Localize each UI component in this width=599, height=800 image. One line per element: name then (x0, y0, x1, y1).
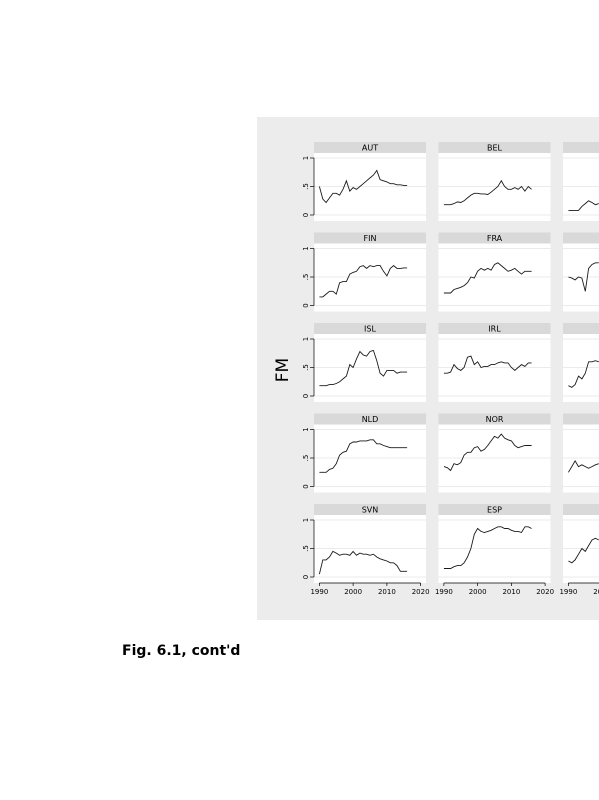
panel-plot-area (314, 424, 426, 493)
panel-title: NLD (362, 415, 379, 424)
panel-plot-area (438, 243, 551, 312)
panel-plot-area (314, 515, 426, 583)
y-tick-label: 1 (302, 156, 310, 160)
data-line (319, 349, 408, 387)
panel-title: SVN (362, 506, 379, 515)
y-tick-label: .5 (302, 545, 310, 552)
panel-header (314, 413, 426, 425)
axis-title: FM (273, 358, 293, 382)
panel-header (314, 142, 426, 153)
panel-plot-area (563, 424, 599, 493)
x-tick-label: 2010 (378, 588, 396, 596)
y-tick-label: 0 (302, 575, 310, 579)
x-tick-label: 2020 (536, 588, 554, 596)
y-tick-label: 0 (302, 213, 310, 217)
panel-title: ESP (487, 506, 502, 515)
x-tick-label: 1990 (559, 588, 577, 596)
y-tick-label: .5 (302, 274, 310, 281)
x-tick-label: 2000 (469, 588, 487, 596)
y-tick-label: 0 (302, 303, 310, 307)
x-tick-label: 1990 (310, 588, 328, 596)
panel-header (314, 323, 426, 334)
panel-header (563, 142, 599, 153)
x-tick-label: 2020 (412, 588, 430, 596)
panel-plot-area (563, 334, 599, 402)
panel-plot-area (563, 515, 599, 583)
data-line (318, 169, 408, 204)
panel-plot-area (314, 334, 426, 402)
data-line (568, 537, 599, 564)
panel-header (563, 413, 599, 425)
data-line (568, 200, 599, 211)
panel-plot-area (438, 515, 551, 583)
panel-header (563, 232, 599, 244)
panel-title: NOR (486, 415, 504, 424)
panel-plot-area (438, 153, 551, 221)
panel-plot-area (314, 243, 426, 312)
y-tick-label: 0 (302, 394, 310, 398)
y-tick-label: 0 (302, 484, 310, 488)
panel-header (314, 504, 426, 515)
data-line (443, 526, 532, 569)
data-line (443, 355, 532, 374)
x-tick-label: 1990 (435, 588, 453, 596)
panel-header (438, 232, 551, 244)
panel-title: FIN (364, 234, 377, 243)
panel-header (563, 323, 599, 334)
data-line (443, 262, 532, 294)
data-line (443, 433, 532, 472)
panel-plot-area (438, 424, 551, 493)
panel-title: ISL (364, 325, 376, 334)
y-tick-label: 1 (302, 518, 310, 522)
x-tick-label: 2000 (593, 588, 599, 596)
data-line (319, 265, 408, 298)
panel-header (314, 232, 426, 244)
y-tick-label: .5 (302, 455, 310, 462)
panel-plot-area (314, 153, 426, 221)
panel-header (438, 142, 551, 153)
panel-header (438, 504, 551, 515)
panel-plot-area (563, 153, 599, 221)
panel-header (563, 504, 599, 515)
y-tick-label: 1 (302, 246, 310, 250)
panel-title: BEL (487, 144, 503, 153)
panel-header (438, 413, 551, 425)
caption: Fig. 6.1, cont'd (122, 643, 241, 659)
y-tick-label: .5 (302, 183, 310, 190)
data-line (318, 550, 408, 575)
panel-plot-area (438, 334, 551, 402)
data-line (568, 460, 599, 473)
data-line (568, 262, 599, 292)
data-line (443, 179, 532, 206)
x-tick-label: 2000 (344, 588, 362, 596)
y-tick-label: 1 (302, 427, 310, 431)
panel-title: AUT (362, 144, 378, 153)
panel-title: IRL (488, 325, 501, 334)
data-line (568, 360, 599, 388)
y-tick-label: 1 (302, 337, 310, 341)
x-tick-label: 2010 (502, 588, 520, 596)
data-line (319, 439, 408, 473)
panel-title: FRA (487, 234, 503, 243)
panel-header (438, 323, 551, 334)
y-tick-label: .5 (302, 364, 310, 371)
